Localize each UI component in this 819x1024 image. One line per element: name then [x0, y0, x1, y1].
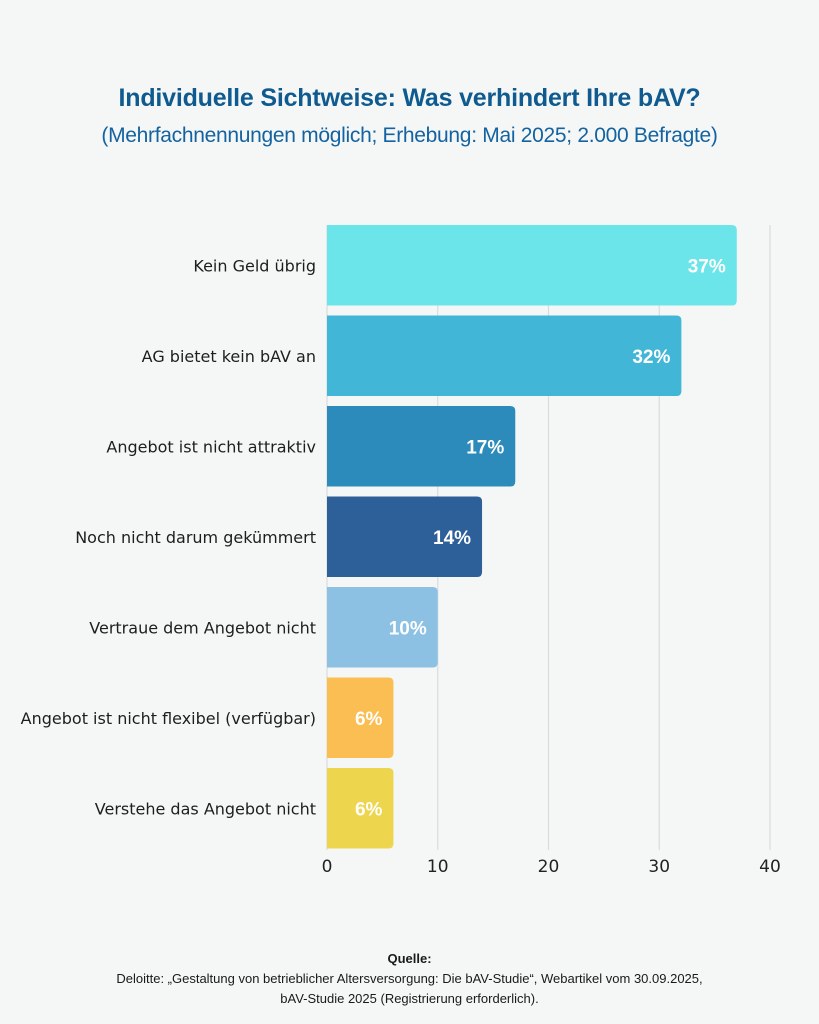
- x-tick-label: 10: [427, 857, 449, 877]
- bars: [327, 225, 737, 849]
- data-label: 17%: [466, 437, 504, 458]
- bar-2: [327, 315, 682, 396]
- category-label: Vertraue dem Angebot nicht: [89, 618, 316, 637]
- source-note: Quelle: Deloitte: „Gestaltung von betrie…: [0, 949, 819, 1009]
- category-label: Verstehe das Angebot nicht: [95, 799, 316, 818]
- source-line-1: Deloitte: „Gestaltung von betrieblicher …: [116, 971, 703, 986]
- data-label: 37%: [688, 256, 726, 277]
- bar-1: [327, 225, 737, 306]
- x-axis-ticks: 0 10 20 30 40: [322, 857, 781, 877]
- data-label: 10%: [389, 618, 427, 639]
- bar-7: [327, 768, 394, 849]
- data-label: 14%: [433, 528, 471, 549]
- x-tick-label: 20: [538, 857, 560, 877]
- data-label: 6%: [355, 799, 383, 820]
- bar-4: [327, 496, 483, 577]
- category-label: Angebot ist nicht flexibel (verfügbar): [21, 709, 316, 728]
- bar-5: [327, 587, 438, 668]
- x-tick-label: 0: [322, 857, 333, 877]
- category-labels: Kein Geld übrig AG bietet kein bAV an Ange…: [21, 256, 316, 818]
- data-label: 6%: [355, 709, 383, 730]
- source-line-2: bAV-Studie 2025 (Registrierung erforderl…: [280, 991, 539, 1006]
- category-label: AG bietet kein bAV an: [142, 347, 316, 366]
- chart-title: Individuelle Sichtweise: Was verhindert …: [118, 84, 701, 112]
- bar-6: [327, 677, 394, 758]
- category-label: Noch nicht darum gekümmert: [75, 528, 316, 547]
- x-tick-label: 30: [648, 857, 670, 877]
- source-heading: Quelle:: [387, 951, 432, 966]
- category-label: Angebot ist nicht attraktiv: [106, 437, 316, 456]
- data-label: 32%: [632, 347, 670, 368]
- value-labels: 37% 32% 17% 14% 10% 6% 6%: [355, 256, 726, 820]
- bar-3: [327, 406, 516, 487]
- chart-subtitle: (Mehrfachnennungen möglich; Erhebung: Ma…: [101, 124, 718, 147]
- category-label: Kein Geld übrig: [193, 256, 316, 275]
- x-tick-label: 40: [759, 857, 781, 877]
